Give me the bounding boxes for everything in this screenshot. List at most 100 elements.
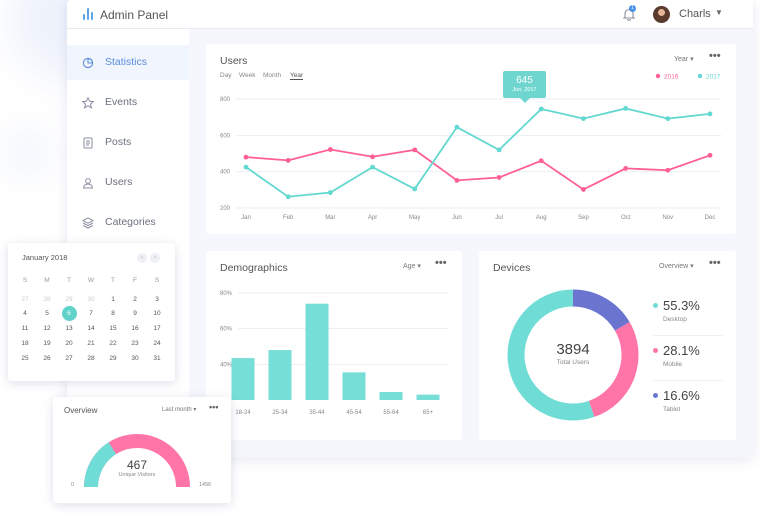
users-card: Users Day Week Month Year Year ▾ ••• 200… (206, 44, 736, 234)
gauge-center: 467 Unique Visitors (102, 458, 172, 478)
calendar-day[interactable]: 16 (131, 325, 139, 333)
last-month-dropdown[interactable]: Last month ▾ (162, 407, 197, 413)
data-point (370, 154, 375, 160)
x-tick-label: Jun (452, 215, 462, 221)
gauge-label: Unique Visitors (118, 472, 156, 478)
more-options-icon[interactable]: ••• (709, 257, 721, 269)
more-options-icon[interactable]: ••• (209, 402, 219, 412)
calendar-day[interactable]: 24 (153, 339, 161, 347)
calendar-day[interactable]: 1 (111, 295, 115, 303)
x-tick-label: Aug (536, 215, 547, 221)
legend-dot (653, 393, 658, 398)
tab-week[interactable]: Week (239, 72, 256, 79)
calendar-day[interactable]: 31 (153, 354, 161, 362)
sidebar-item-users[interactable]: Users (67, 165, 189, 200)
legend-item: 28.1% Mobile (653, 343, 723, 381)
sidebar-item-statistics[interactable]: Statistics (67, 45, 189, 80)
avatar[interactable] (653, 6, 670, 23)
calendar-next-button[interactable]: › (150, 253, 160, 263)
calendar-day[interactable]: 11 (21, 325, 29, 333)
star-icon (81, 96, 95, 109)
x-tick-label: May (409, 215, 420, 221)
chevron-down-icon[interactable]: ▼ (715, 8, 723, 17)
devices-donut-chart (507, 289, 639, 421)
legend-percent: 28.1% (663, 343, 700, 358)
age-dropdown[interactable]: Age ▾ (403, 263, 421, 270)
calendar-day[interactable]: 4 (23, 310, 27, 318)
calendar-day[interactable]: 10 (153, 310, 161, 318)
sidebar-item-label: Statistics (105, 56, 148, 68)
calendar-day[interactable]: 6 (67, 310, 71, 318)
legend-dot (655, 73, 661, 79)
more-options-icon[interactable]: ••• (435, 257, 447, 269)
user-icon (82, 178, 94, 189)
calendar-day[interactable]: 25 (21, 354, 29, 362)
notification-badge: 1 (629, 5, 636, 12)
x-tick-label: 25-34 (272, 410, 288, 416)
data-point (538, 106, 544, 112)
user-name[interactable]: Charls (679, 8, 711, 20)
weekday-label: S (22, 277, 28, 284)
overview-dropdown[interactable]: Overview ▾ (659, 263, 694, 270)
weekday-label: W (87, 277, 95, 284)
dropdown-label: Age (403, 263, 416, 270)
layers-icon (81, 217, 95, 229)
calendar-day[interactable]: 23 (131, 339, 139, 347)
tab-year[interactable]: Year (290, 72, 304, 80)
data-point (454, 124, 460, 130)
calendar-day[interactable]: 5 (45, 310, 49, 318)
sidebar-item-posts[interactable]: Posts (67, 125, 189, 160)
calendar-day[interactable]: 27 (65, 354, 73, 362)
calendar-day[interactable]: 13 (65, 325, 73, 333)
calendar-day[interactable]: 29 (65, 295, 73, 303)
tab-day[interactable]: Day (220, 72, 232, 79)
gauge-max-label: 1456 (199, 482, 212, 488)
calendar-day[interactable]: 18 (21, 339, 29, 347)
calendar-day[interactable]: 21 (87, 339, 95, 347)
sidebar-item-categories[interactable]: Categories (67, 205, 189, 240)
period-dropdown[interactable]: Year ▾ (674, 56, 694, 63)
x-tick-label: 35-44 (309, 410, 325, 416)
series-line-2016 (245, 148, 711, 191)
calendar-day[interactable]: 19 (43, 339, 51, 347)
calendar-day[interactable]: 8 (111, 310, 115, 318)
calendar-day[interactable]: 30 (87, 295, 95, 303)
calendar-day[interactable]: 12 (43, 325, 51, 333)
calendar-day[interactable]: 2 (133, 295, 137, 303)
calendar-day[interactable]: 28 (43, 295, 51, 303)
calendar-day[interactable]: 9 (133, 310, 137, 318)
calendar-day[interactable]: 30 (131, 354, 139, 362)
calendar-day[interactable]: 3 (155, 295, 159, 303)
card-title: Demographics (220, 262, 288, 274)
more-options-icon[interactable]: ••• (709, 50, 721, 62)
calendar-day[interactable]: 7 (89, 310, 93, 318)
legend-percent: 16.6% (663, 388, 700, 403)
calendar-day[interactable]: 20 (65, 339, 73, 347)
data-point (707, 152, 713, 158)
legend-dot (653, 348, 658, 353)
calendar-day[interactable]: 29 (109, 354, 117, 362)
tooltip-value: 645 (516, 75, 533, 86)
data-point (707, 111, 713, 117)
calendar-day[interactable]: 27 (21, 295, 29, 303)
calendar-day[interactable]: 14 (87, 325, 95, 333)
x-tick-label: Jul (495, 215, 503, 221)
legend-label: 2017 (706, 74, 721, 81)
demographics-card: Demographics Age ▾ ••• 40% 60% 80% 18-24 25-… (206, 251, 462, 440)
tab-month[interactable]: Month (263, 72, 282, 79)
calendar-day[interactable]: 22 (109, 339, 117, 347)
donut-slice-mobile (588, 322, 639, 417)
data-point (454, 177, 460, 183)
top-bar: Admin Panel 1 Charls ▼ (67, 0, 753, 29)
total-users-value: 3894 (556, 341, 590, 358)
data-point (496, 175, 502, 180)
series-line-2017 (245, 107, 711, 198)
calendar-prev-button[interactable]: ‹ (137, 253, 147, 263)
card-title: Overview (64, 406, 98, 415)
calendar-day[interactable]: 17 (153, 325, 161, 333)
data-point (243, 164, 249, 170)
calendar-day[interactable]: 28 (87, 354, 95, 362)
calendar-day[interactable]: 15 (109, 325, 117, 333)
sidebar-item-events[interactable]: Events (67, 85, 189, 120)
calendar-day[interactable]: 26 (43, 354, 51, 362)
